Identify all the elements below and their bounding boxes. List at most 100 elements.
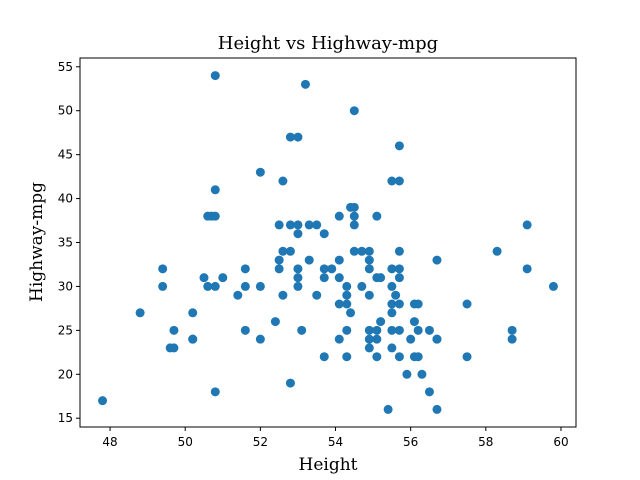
data-point-28 xyxy=(274,220,284,230)
y-tick-label: 20 xyxy=(58,367,73,381)
data-point-122 xyxy=(492,246,502,256)
data-point-97 xyxy=(394,141,404,151)
data-point-68 xyxy=(349,202,359,212)
data-point-38 xyxy=(293,132,303,142)
data-point-56 xyxy=(334,255,344,265)
data-point-86 xyxy=(376,273,386,283)
data-point-92 xyxy=(387,299,397,309)
data-point-21 xyxy=(240,264,250,274)
data-point-91 xyxy=(387,281,397,291)
data-point-90 xyxy=(387,264,397,274)
data-point-64 xyxy=(342,352,352,362)
data-point-19 xyxy=(218,273,228,283)
y-tick-label: 55 xyxy=(58,60,73,74)
data-point-10 xyxy=(199,273,209,283)
data-point-15 xyxy=(210,185,220,195)
data-point-44 xyxy=(297,325,307,335)
data-point-18 xyxy=(210,387,220,397)
chart-title: Height vs Highway-mpg xyxy=(218,33,438,54)
x-tick-label: 58 xyxy=(478,435,493,449)
y-tick-label: 30 xyxy=(58,279,73,293)
data-point-105 xyxy=(402,369,412,379)
data-point-85 xyxy=(372,352,382,362)
data-point-23 xyxy=(240,325,250,335)
data-point-99 xyxy=(394,246,404,256)
data-point-84 xyxy=(372,334,382,344)
y-tick-label: 40 xyxy=(58,192,73,206)
data-point-111 xyxy=(413,325,423,335)
data-point-34 xyxy=(285,132,295,142)
data-point-66 xyxy=(346,308,356,318)
x-tick-label: 50 xyxy=(178,435,193,449)
data-point-113 xyxy=(417,369,427,379)
data-point-96 xyxy=(391,290,401,300)
x-axis-ticks: 48 50 52 54 56 58 60 xyxy=(102,427,569,449)
data-point-73 xyxy=(357,281,367,291)
data-point-14 xyxy=(210,71,220,81)
data-point-27 xyxy=(270,317,280,327)
data-point-20 xyxy=(233,290,243,300)
data-point-108 xyxy=(409,317,419,327)
data-point-58 xyxy=(334,299,344,309)
data-point-88 xyxy=(383,404,393,414)
data-point-17 xyxy=(210,281,220,291)
data-point-47 xyxy=(304,255,314,265)
data-point-16 xyxy=(210,211,220,221)
data-point-43 xyxy=(293,281,303,291)
data-point-101 xyxy=(394,273,404,283)
data-point-124 xyxy=(507,334,517,344)
data-point-25 xyxy=(255,281,265,291)
data-point-26 xyxy=(255,334,265,344)
data-point-24 xyxy=(255,167,265,177)
data-point-9 xyxy=(188,334,198,344)
data-point-7 xyxy=(188,308,198,318)
data-point-100 xyxy=(394,264,404,274)
data-point-59 xyxy=(334,334,344,344)
data-point-123 xyxy=(507,325,517,335)
data-point-69 xyxy=(349,211,359,221)
data-point-53 xyxy=(319,352,329,362)
data-point-118 xyxy=(432,334,442,344)
data-point-119 xyxy=(432,404,442,414)
data-point-94 xyxy=(387,325,397,335)
y-tick-label: 50 xyxy=(58,104,73,118)
data-point-0 xyxy=(98,396,108,406)
data-point-103 xyxy=(394,325,404,335)
data-point-30 xyxy=(274,264,284,274)
data-point-22 xyxy=(240,281,250,291)
data-point-42 xyxy=(293,273,303,283)
data-point-125 xyxy=(522,220,532,230)
data-point-70 xyxy=(349,220,359,230)
data-point-55 xyxy=(334,211,344,221)
data-point-51 xyxy=(319,264,329,274)
data-point-52 xyxy=(319,273,329,283)
data-point-121 xyxy=(462,352,472,362)
data-point-83 xyxy=(372,325,382,335)
data-point-75 xyxy=(364,255,374,265)
data-point-127 xyxy=(548,281,558,291)
data-point-74 xyxy=(364,246,374,256)
data-point-37 xyxy=(285,378,295,388)
y-axis-ticks: 15 20 25 30 35 40 45 50 55 xyxy=(58,60,80,425)
data-point-71 xyxy=(349,246,359,256)
data-point-80 xyxy=(364,343,374,353)
data-point-31 xyxy=(278,176,288,186)
data-point-89 xyxy=(387,176,397,186)
data-point-33 xyxy=(278,290,288,300)
data-point-81 xyxy=(372,211,382,221)
data-point-49 xyxy=(312,290,322,300)
data-point-12 xyxy=(203,281,213,291)
data-point-1 xyxy=(135,308,145,318)
data-point-79 xyxy=(364,334,374,344)
data-point-57 xyxy=(334,273,344,283)
data-point-60 xyxy=(342,281,352,291)
plot-area xyxy=(98,71,558,414)
data-point-2 xyxy=(158,264,168,274)
data-point-45 xyxy=(300,79,310,89)
data-point-106 xyxy=(406,334,416,344)
y-axis-label: Highway-mpg xyxy=(27,182,47,302)
data-point-93 xyxy=(387,308,397,318)
data-point-35 xyxy=(285,220,295,230)
data-point-48 xyxy=(312,220,322,230)
